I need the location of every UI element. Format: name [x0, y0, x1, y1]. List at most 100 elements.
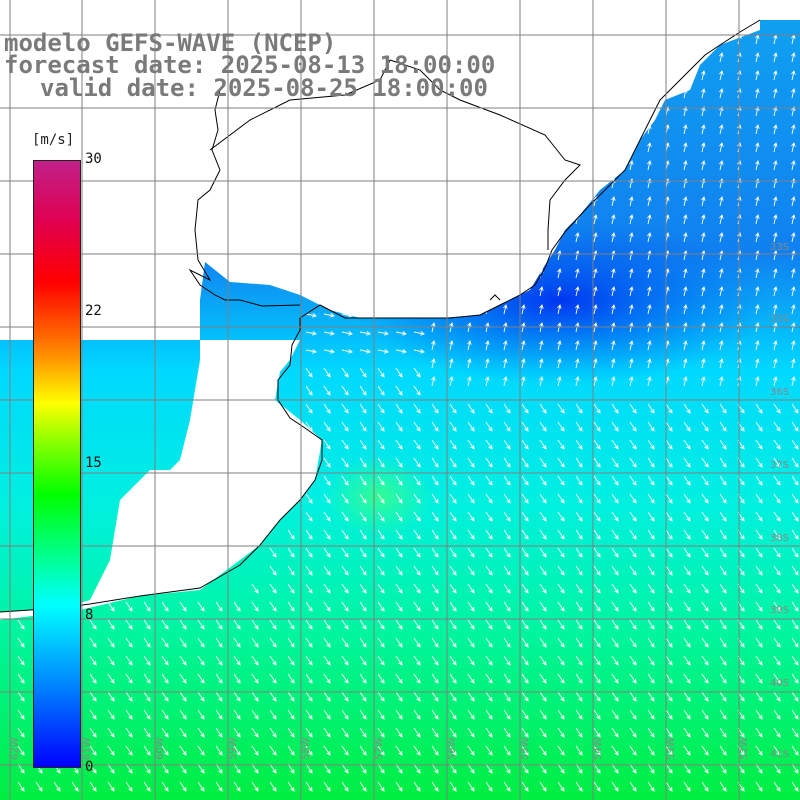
wind-arrow	[449, 565, 457, 576]
wind-arrow	[305, 331, 317, 336]
wind-arrow	[575, 439, 583, 450]
wind-arrow	[665, 745, 673, 756]
wind-arrow	[503, 655, 511, 666]
wind-arrow	[377, 583, 385, 594]
wind-arrow	[413, 493, 421, 504]
wind-arrow	[125, 619, 133, 630]
wind-arrow	[125, 601, 133, 612]
wind-arrow	[575, 358, 580, 369]
wind-arrow	[701, 457, 709, 468]
wind-arrow	[485, 457, 493, 468]
wind-arrow	[719, 637, 727, 648]
wind-arrow	[683, 196, 688, 207]
wind-arrow	[791, 88, 796, 99]
wind-arrow	[683, 142, 688, 153]
wind-arrow	[161, 601, 169, 612]
wind-arrow	[539, 691, 547, 702]
wind-arrow	[395, 439, 403, 450]
wind-arrow	[89, 745, 97, 756]
wind-arrow	[773, 637, 781, 648]
wind-arrow	[341, 655, 349, 666]
wind-arrow	[287, 781, 295, 792]
wind-arrow	[17, 727, 25, 738]
wind-arrow	[701, 493, 709, 504]
wind-arrow	[755, 142, 760, 153]
wind-arrow	[305, 583, 313, 594]
wind-arrow	[665, 601, 673, 612]
wind-arrow	[485, 655, 493, 666]
wind-arrow	[701, 547, 709, 558]
wind-arrow	[719, 88, 724, 99]
wind-arrow	[683, 214, 688, 225]
wind-arrow	[269, 727, 277, 738]
wind-arrow	[575, 619, 583, 630]
wind-arrow	[611, 196, 616, 207]
wind-arrow	[755, 214, 760, 225]
wind-arrow	[305, 619, 313, 630]
wind-arrow	[755, 637, 763, 648]
wind-arrow	[485, 439, 493, 450]
wind-arrow	[161, 673, 169, 684]
wind-arrow	[89, 655, 97, 666]
wind-arrow	[431, 475, 439, 486]
wind-arrow	[611, 691, 619, 702]
wind-arrow	[449, 601, 457, 612]
wind-arrow	[197, 709, 205, 720]
wind-arrow	[323, 385, 331, 396]
wind-arrow	[629, 583, 637, 594]
wind-arrow	[179, 655, 187, 666]
wind-arrow	[449, 727, 457, 738]
wind-arrow	[773, 493, 781, 504]
wind-arrow	[629, 160, 634, 171]
wind-arrow	[683, 745, 691, 756]
wind-arrow	[557, 439, 565, 450]
wind-arrow	[719, 286, 724, 297]
wind-arrow	[341, 709, 349, 720]
wind-arrow	[215, 637, 223, 648]
wind-arrow	[197, 691, 205, 702]
wind-arrow	[791, 691, 799, 702]
wind-arrow	[71, 781, 79, 792]
wind-arrow	[395, 727, 403, 738]
wind-arrow	[791, 529, 799, 540]
wind-arrow	[611, 511, 619, 522]
wind-arrow	[611, 727, 619, 738]
wind-arrow	[143, 619, 151, 630]
wind-arrow	[431, 619, 439, 630]
wind-arrow	[791, 619, 799, 630]
wind-arrow	[431, 529, 439, 540]
wind-arrow	[503, 565, 511, 576]
wind-arrow	[125, 727, 133, 738]
wind-arrow	[719, 403, 727, 414]
wind-arrow	[377, 745, 385, 756]
wind-arrow	[287, 529, 295, 540]
wind-arrow	[719, 232, 724, 243]
land-mask	[0, 0, 760, 620]
wind-arrow	[341, 529, 349, 540]
wind-arrow	[269, 709, 277, 720]
wind-arrow	[89, 781, 97, 792]
latitude-label: 39S	[770, 605, 789, 616]
wind-arrow	[647, 340, 652, 351]
wind-arrow	[521, 340, 526, 351]
wind-arrow	[323, 547, 331, 558]
wind-arrow	[179, 691, 187, 702]
wind-arrow	[251, 727, 259, 738]
wind-arrow	[665, 583, 673, 594]
wind-arrow	[593, 493, 601, 504]
wind-arrow	[629, 196, 634, 207]
wind-arrow	[593, 673, 601, 684]
wind-arrow	[323, 331, 335, 336]
longitude-label: 61W	[82, 737, 93, 760]
wind-arrow	[557, 358, 562, 369]
wind-arrow	[233, 709, 241, 720]
wind-arrow	[683, 268, 688, 279]
wind-arrow	[17, 745, 25, 756]
wind-arrow	[413, 457, 421, 468]
wind-arrow	[305, 673, 313, 684]
wind-arrow	[233, 619, 241, 630]
wind-arrow	[233, 781, 241, 792]
wind-arrow	[197, 745, 205, 756]
wind-arrow	[683, 439, 691, 450]
wind-arrow	[557, 475, 565, 486]
